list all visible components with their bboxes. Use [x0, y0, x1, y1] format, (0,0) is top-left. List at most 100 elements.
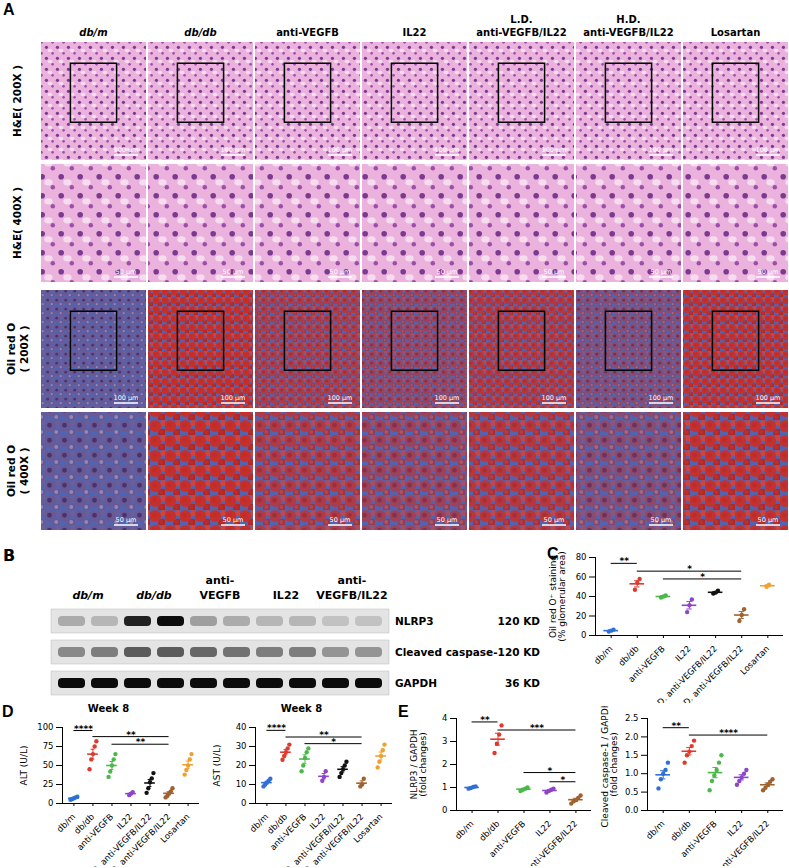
svg-text:anti-VEGFB: anti-VEGFB: [268, 811, 309, 852]
svg-text:anti-VEGFB: anti-VEGFB: [75, 811, 116, 852]
svg-text:100 μm: 100 μm: [328, 146, 353, 154]
svg-text:2.5: 2.5: [625, 713, 639, 723]
svg-text:50 μm: 50 μm: [758, 516, 779, 524]
svg-text:H&E( 400X ): H&E( 400X ): [11, 187, 23, 259]
svg-text:**: **: [126, 730, 136, 740]
svg-text:20: 20: [576, 611, 587, 621]
svg-text:1.0: 1.0: [625, 768, 639, 778]
svg-text:Losartan: Losartan: [711, 27, 761, 38]
svg-text:100 μm: 100 μm: [756, 146, 781, 154]
svg-text:2: 2: [442, 759, 447, 769]
svg-text:VEGFB/IL22: VEGFB/IL22: [316, 589, 387, 602]
svg-text:0: 0: [581, 630, 586, 640]
svg-text:**: **: [672, 721, 682, 731]
svg-text:db/m: db/m: [79, 27, 107, 38]
svg-text:1.5: 1.5: [625, 750, 639, 760]
svg-text:50 μm: 50 μm: [330, 268, 351, 276]
svg-text:50 μm: 50 μm: [437, 516, 458, 524]
svg-text:anti-VEGFB: anti-VEGFB: [678, 818, 719, 859]
svg-text:***: ***: [530, 723, 544, 733]
svg-text:100 μm: 100 μm: [649, 146, 674, 154]
svg-text:db/db: db/db: [136, 589, 172, 602]
svg-text:IL22: IL22: [402, 27, 426, 38]
svg-text:ALT (U/L): ALT (U/L): [19, 746, 29, 786]
svg-text:80: 80: [576, 552, 587, 562]
svg-text:H.D. anti-VEGFB/IL22: H.D. anti-VEGFB/IL22: [675, 644, 745, 703]
svg-text:anti-VEGFB/IL22: anti-VEGFB/IL22: [476, 27, 566, 38]
svg-text:50 μm: 50 μm: [437, 268, 458, 276]
svg-text:50 μm: 50 μm: [651, 268, 672, 276]
svg-text:4: 4: [442, 713, 447, 723]
svg-text:36 KD: 36 KD: [505, 677, 540, 689]
svg-text:IL22: IL22: [533, 819, 553, 839]
svg-text:anti-VEGFB/IL22: anti-VEGFB/IL22: [524, 819, 579, 866]
svg-text:NLRP3: NLRP3: [395, 615, 434, 627]
svg-text:100 μm: 100 μm: [328, 394, 353, 402]
svg-text:60: 60: [576, 572, 587, 582]
svg-text:anti-VEGFB/IL22: anti-VEGFB/IL22: [583, 27, 673, 38]
svg-text:*: *: [687, 564, 692, 574]
svg-text:100 μm: 100 μm: [542, 146, 567, 154]
svg-text:100 μm: 100 μm: [221, 146, 246, 154]
svg-text:1: 1: [442, 782, 447, 792]
svg-text:100 μm: 100 μm: [542, 394, 567, 402]
svg-text:50 μm: 50 μm: [330, 516, 351, 524]
svg-text:****: ****: [267, 723, 286, 733]
svg-text:L.D.: L.D.: [510, 14, 532, 25]
svg-text:Oil red O⁺ staining(% glomerul: Oil red O⁺ staining(% glomerular area): [548, 551, 567, 642]
svg-text:10: 10: [236, 779, 247, 789]
svg-text:anti-VEGFB: anti-VEGFB: [487, 818, 528, 859]
svg-text:GAPDH: GAPDH: [395, 677, 437, 689]
svg-text:H.D.: H.D.: [616, 14, 640, 25]
svg-text:100 μm: 100 μm: [435, 146, 460, 154]
svg-text:IL22: IL22: [273, 589, 299, 602]
svg-text:40: 40: [236, 722, 247, 732]
svg-text:*: *: [700, 572, 705, 582]
svg-text:100 μm: 100 μm: [435, 394, 460, 402]
svg-text:Cleaved caspase-1: Cleaved caspase-1: [395, 646, 505, 658]
svg-text:Losartan: Losartan: [738, 644, 771, 677]
svg-text:NLRP3 / GAPDH(fold changes): NLRP3 / GAPDH(fold changes): [409, 729, 428, 799]
svg-text:40: 40: [576, 591, 587, 601]
svg-text:db/m: db/m: [592, 644, 615, 667]
svg-text:25: 25: [43, 779, 54, 789]
svg-text:2.0: 2.0: [625, 732, 639, 742]
svg-text:50 μm: 50 μm: [651, 516, 672, 524]
svg-text:0: 0: [442, 805, 447, 815]
svg-text:50 μm: 50 μm: [223, 516, 244, 524]
svg-text:db/m: db/m: [72, 589, 103, 602]
svg-text:anti-VEGFB: anti-VEGFB: [276, 27, 339, 38]
svg-text:100 μm: 100 μm: [114, 146, 139, 154]
svg-text:0: 0: [48, 798, 53, 808]
svg-text:Losartan: Losartan: [351, 812, 384, 845]
svg-text:3: 3: [442, 736, 447, 746]
svg-text:120 KD: 120 KD: [498, 615, 541, 627]
svg-text:Oil red O: Oil red O: [5, 445, 17, 497]
svg-text:100 μm: 100 μm: [649, 394, 674, 402]
svg-text:****: ****: [719, 728, 738, 738]
svg-text:*: *: [548, 766, 553, 776]
svg-text:H&E( 200X ): H&E( 200X ): [11, 65, 23, 137]
svg-text:( 400X ): ( 400X ): [18, 448, 30, 495]
svg-text:db/db: db/db: [477, 819, 501, 843]
svg-text:100: 100: [37, 722, 53, 732]
svg-text:Oil red O: Oil red O: [5, 323, 17, 375]
svg-text:0: 0: [241, 798, 246, 808]
svg-text:db/db: db/db: [616, 644, 640, 668]
svg-text:20 KD: 20 KD: [505, 646, 540, 658]
svg-text:db/db: db/db: [668, 819, 692, 843]
svg-text:db/m: db/m: [644, 819, 667, 842]
svg-text:50 μm: 50 μm: [544, 516, 565, 524]
svg-text:db/db: db/db: [184, 27, 216, 38]
svg-text:**: **: [136, 737, 146, 747]
svg-text:Cleaved caspase-1 / GAPDH(fold: Cleaved caspase-1 / GAPDH(fold changes): [600, 706, 619, 827]
svg-text:50: 50: [43, 760, 54, 770]
svg-text:db/m: db/m: [453, 819, 476, 842]
svg-text:A: A: [3, 1, 15, 18]
svg-text:**: **: [319, 730, 329, 740]
svg-text:100 μm: 100 μm: [114, 394, 139, 402]
svg-text:anti-: anti-: [206, 574, 235, 587]
svg-text:20: 20: [236, 760, 247, 770]
svg-text:50 μm: 50 μm: [116, 268, 137, 276]
svg-text:*: *: [331, 737, 336, 747]
